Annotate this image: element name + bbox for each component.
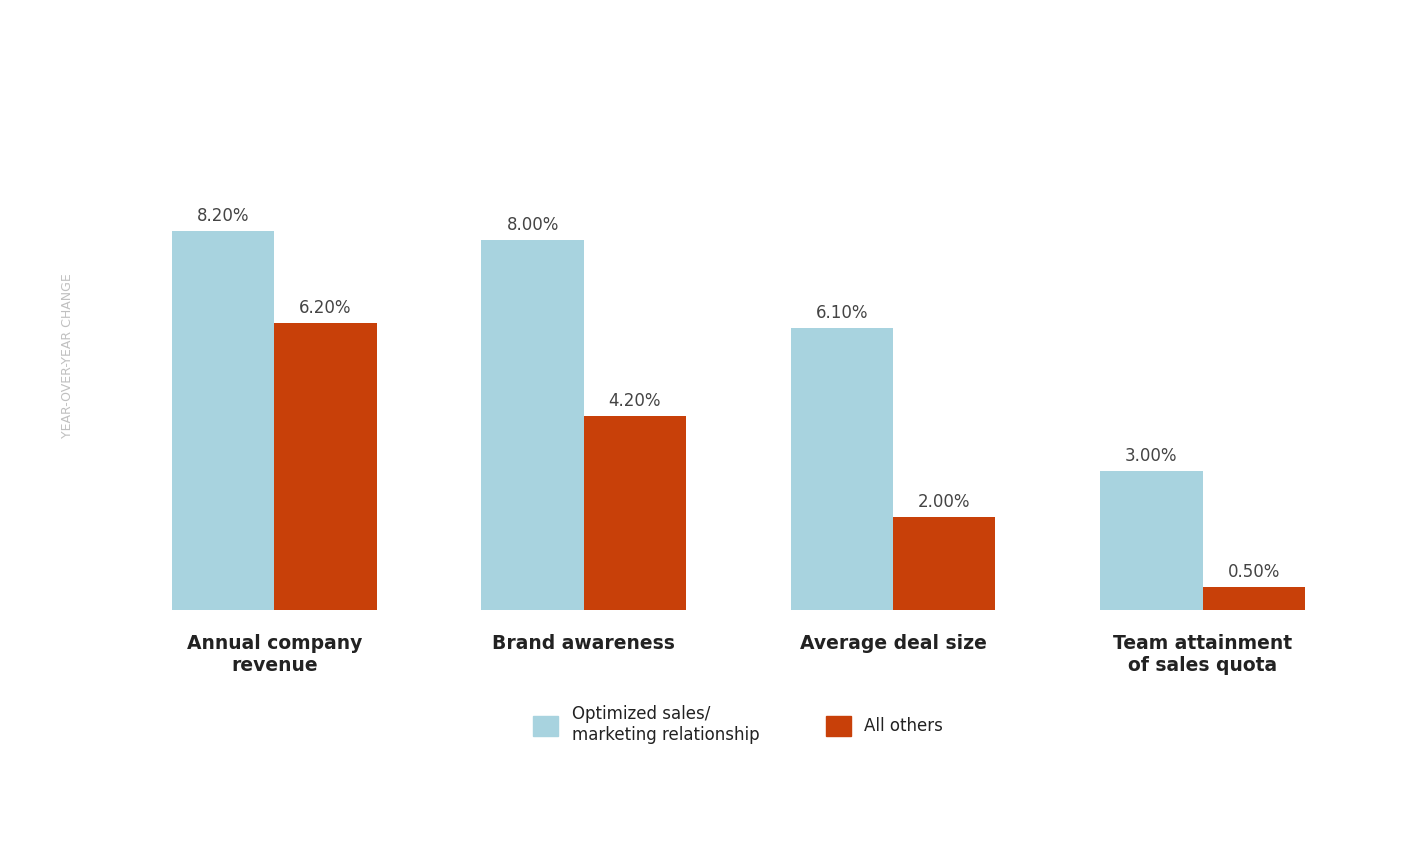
Bar — [1203, 587, 1305, 610]
Text: 6.20%: 6.20% — [300, 299, 352, 318]
Bar — [274, 324, 376, 610]
Bar — [791, 328, 893, 610]
Text: 4.20%: 4.20% — [609, 392, 662, 410]
Bar — [481, 241, 584, 610]
Bar — [584, 416, 686, 610]
Text: 0.50%: 0.50% — [1227, 562, 1279, 581]
Bar — [1100, 471, 1203, 610]
Bar — [893, 518, 995, 610]
Text: 6.10%: 6.10% — [815, 304, 868, 322]
Text: 8.20%: 8.20% — [197, 207, 250, 225]
Legend: Optimized sales/
marketing relationship, All others: Optimized sales/ marketing relationship,… — [534, 705, 943, 744]
Text: 2.00%: 2.00% — [917, 494, 970, 512]
Text: 3.00%: 3.00% — [1125, 447, 1177, 465]
Bar — [172, 231, 274, 610]
Text: 8.00%: 8.00% — [507, 216, 558, 235]
Y-axis label: YEAR-OVER-YEAR CHANGE: YEAR-OVER-YEAR CHANGE — [61, 274, 74, 438]
